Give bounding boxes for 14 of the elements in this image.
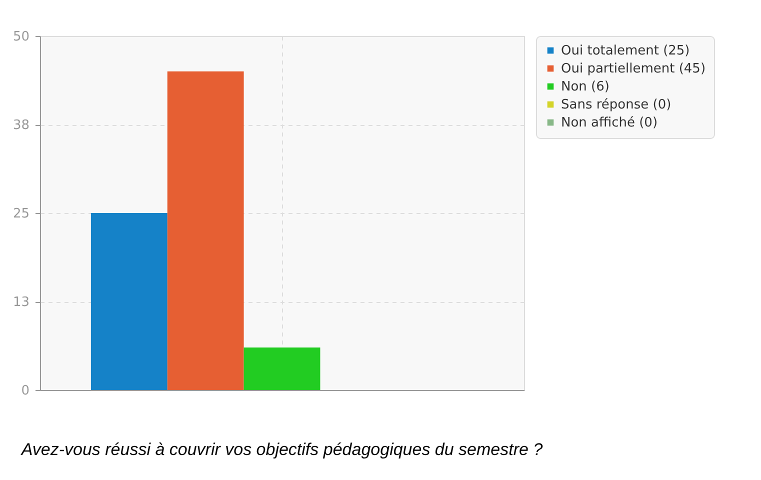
legend-label: Non affiché (0) [561, 116, 658, 130]
bar [90, 213, 168, 390]
bar [244, 348, 320, 390]
legend-label: Oui totalement (25) [561, 44, 690, 58]
y-tick-label: 38 [12, 118, 30, 133]
y-tick-label: 25 [12, 206, 30, 222]
legend-label: Non (6) [561, 80, 610, 94]
legend-label: Oui partiellement (45) [561, 62, 706, 76]
y-tick-label: 50 [12, 30, 30, 44]
y-tick-label: 0 [21, 384, 30, 398]
bar [167, 71, 244, 390]
legend-label: Sans réponse (0) [561, 98, 672, 112]
text: Avez-vous réussi à couvrir vos objectifs pédagogiques du semestre ? [20, 440, 544, 459]
y-tick-label: 13 [12, 295, 30, 310]
